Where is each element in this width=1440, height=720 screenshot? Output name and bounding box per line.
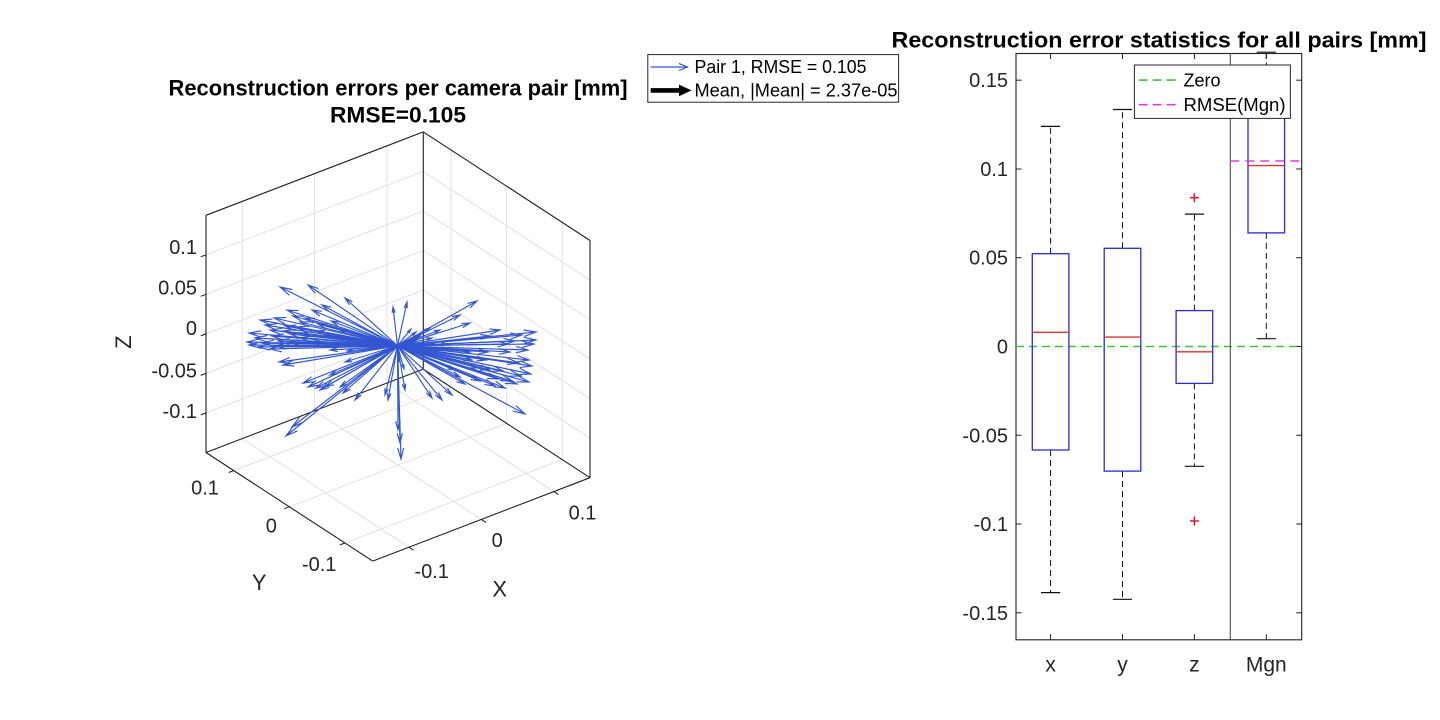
svg-text:0.1: 0.1 <box>191 478 219 500</box>
svg-text:-0.1: -0.1 <box>163 401 197 423</box>
svg-text:Reconstruction error statistic: Reconstruction error statistics for all … <box>892 28 1427 53</box>
svg-text:0: 0 <box>186 318 197 340</box>
svg-text:0: 0 <box>997 337 1008 359</box>
svg-text:RMSE(Mgn): RMSE(Mgn) <box>1184 95 1286 115</box>
svg-text:-0.1: -0.1 <box>302 554 336 576</box>
svg-text:-0.1: -0.1 <box>974 514 1008 536</box>
svg-text:RMSE=0.105: RMSE=0.105 <box>330 102 466 127</box>
svg-text:Z: Z <box>111 335 136 348</box>
svg-text:Reconstruction errors per came: Reconstruction errors per camera pair [m… <box>169 76 628 101</box>
svg-text:0.15: 0.15 <box>969 70 1008 92</box>
svg-text:0: 0 <box>492 530 503 552</box>
svg-text:0.1: 0.1 <box>569 503 597 525</box>
svg-text:0.1: 0.1 <box>980 159 1008 181</box>
svg-text:-0.05: -0.05 <box>151 360 197 382</box>
svg-text:Zero: Zero <box>1184 70 1221 90</box>
svg-text:z: z <box>1189 653 1200 676</box>
svg-text:0.05: 0.05 <box>158 278 197 300</box>
svg-text:x: x <box>1045 653 1056 676</box>
svg-text:0: 0 <box>266 516 277 538</box>
svg-text:y: y <box>1117 653 1128 676</box>
svg-text:Pair 1, RMSE = 0.105: Pair 1, RMSE = 0.105 <box>695 57 867 77</box>
svg-text:-0.1: -0.1 <box>414 561 448 583</box>
svg-text:Y: Y <box>252 570 267 595</box>
svg-text:Mean, |Mean| = 2.37e-05: Mean, |Mean| = 2.37e-05 <box>695 80 898 100</box>
svg-text:0.05: 0.05 <box>969 248 1008 270</box>
svg-text:X: X <box>492 577 507 602</box>
svg-text:0.1: 0.1 <box>169 237 197 259</box>
svg-text:Mgn: Mgn <box>1246 653 1287 676</box>
svg-text:-0.15: -0.15 <box>962 603 1008 625</box>
svg-text:-0.05: -0.05 <box>962 425 1008 447</box>
